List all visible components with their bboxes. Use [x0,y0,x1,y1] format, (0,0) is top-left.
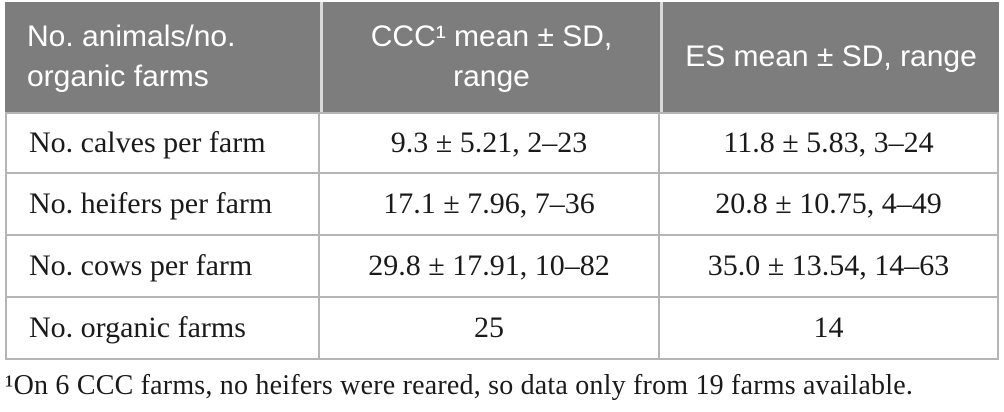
column-header-animals-per-farm: No. animals/no. organic farms [5,2,320,112]
es-value: 35.0 ± 13.54, 14–63 [660,236,999,298]
row-label: No. heifers per farm [5,174,320,236]
ccc-value: 9.3 ± 5.21, 2–23 [320,112,660,174]
header-row: No. animals/no. organic farms CCC¹ mean … [5,2,999,112]
es-value: 20.8 ± 10.75, 4–49 [660,174,999,236]
ccc-value: 25 [320,298,660,360]
column-header-es: ES mean ± SD, range [660,2,999,112]
ccc-value: 17.1 ± 7.96, 7–36 [320,174,660,236]
table-body: No. calves per farm 9.3 ± 5.21, 2–23 11.… [5,112,999,360]
es-value: 14 [660,298,999,360]
ccc-value: 29.8 ± 17.91, 10–82 [320,236,660,298]
column-header-ccc: CCC¹ mean ± SD, range [320,2,660,112]
table-header: No. animals/no. organic farms CCC¹ mean … [5,2,999,112]
row-label: No. cows per farm [5,236,320,298]
es-value: 11.8 ± 5.83, 3–24 [660,112,999,174]
table-footnote: ¹On 6 CCC farms, no heifers were reared,… [5,370,914,401]
table-row-calves: No. calves per farm 9.3 ± 5.21, 2–23 11.… [5,112,999,174]
row-label: No. calves per farm [5,112,320,174]
table-row-heifers: No. heifers per farm 17.1 ± 7.96, 7–36 2… [5,174,999,236]
table-row-organic-farms: No. organic farms 25 14 [5,298,999,360]
row-label: No. organic farms [5,298,320,360]
table-row-cows: No. cows per farm 29.8 ± 17.91, 10–82 35… [5,236,999,298]
farm-animals-table: No. animals/no. organic farms CCC¹ mean … [5,2,999,360]
